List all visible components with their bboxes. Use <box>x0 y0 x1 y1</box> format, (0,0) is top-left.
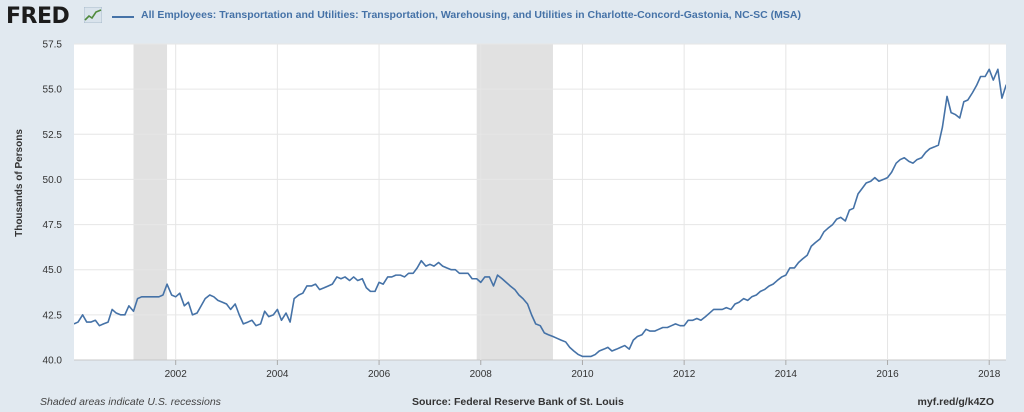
chart-header: FRED All Employees: Transportation and U… <box>0 0 1024 34</box>
legend-line-swatch <box>112 16 134 18</box>
y-tick-label: 55.0 <box>43 85 63 96</box>
legend-series-label: All Employees: Transportation and Utilit… <box>141 9 801 21</box>
recession-note: Shaded areas indicate U.S. recessions <box>40 396 221 408</box>
series-line <box>74 68 1006 358</box>
y-tick-label: 57.5 <box>43 40 63 51</box>
x-tick-label: 2018 <box>978 369 1001 380</box>
y-tick-label: 52.5 <box>43 130 63 141</box>
line-chart: 40.0 42.5 45.0 47.5 50.0 52.5 55.0 57.5 2002 200… <box>14 40 1006 380</box>
x-tick-label: 2008 <box>470 369 493 380</box>
fred-logo[interactable]: FRED <box>6 4 70 29</box>
x-tick-label: 2016 <box>876 369 899 380</box>
x-tick-label: 2004 <box>266 369 289 380</box>
source-credit: Source: Federal Reserve Bank of St. Loui… <box>412 396 624 408</box>
recession-shading <box>133 44 168 360</box>
y-tick-label: 45.0 <box>43 265 63 276</box>
x-tick-label: 2002 <box>165 369 188 380</box>
chart-footer: Shaded areas indicate U.S. recessions So… <box>0 394 1024 410</box>
y-tick-label: 40.0 <box>43 356 63 367</box>
short-url-link[interactable]: myf.red/g/k4ZO <box>917 396 994 408</box>
x-tick-label: 2014 <box>775 369 798 380</box>
y-tick-label: 47.5 <box>43 220 63 231</box>
y-tick-label: 50.0 <box>43 175 63 186</box>
y-axis-title: Thousands of Persons <box>14 129 25 237</box>
x-tick-label: 2006 <box>368 369 391 380</box>
recession-shading <box>476 44 553 360</box>
x-tick-label: 2012 <box>673 369 696 380</box>
x-tick-label: 2010 <box>571 369 594 380</box>
y-tick-label: 42.5 <box>43 310 63 321</box>
fred-chart-icon <box>84 7 102 23</box>
